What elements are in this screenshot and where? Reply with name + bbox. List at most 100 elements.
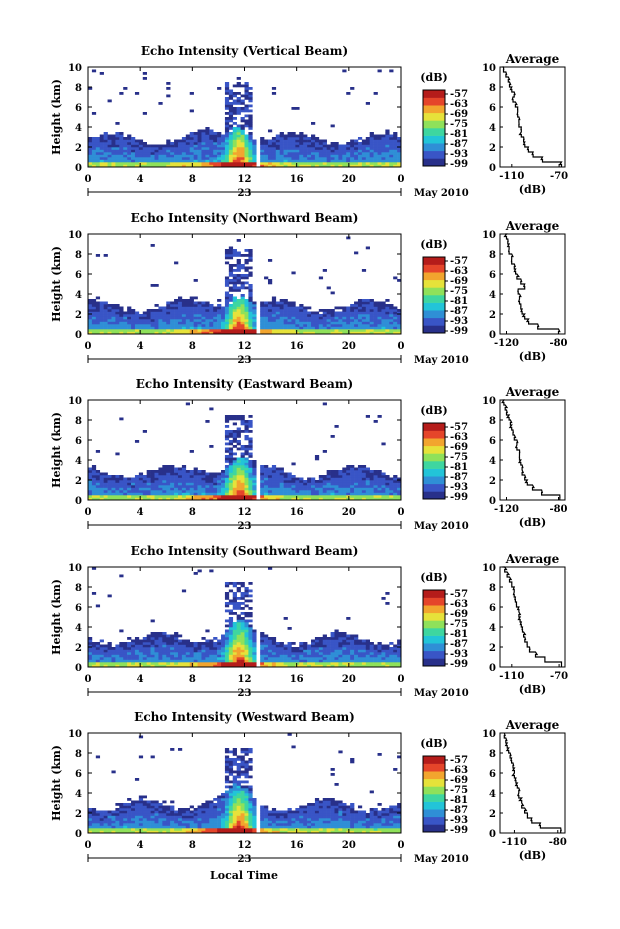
heatmap-cell [205, 800, 210, 804]
heatmap-cell [107, 329, 112, 332]
heatmap-cell [138, 331, 144, 335]
heatmap-cell [377, 159, 382, 163]
heatmap-cell [131, 480, 136, 483]
heatmap-cell [181, 306, 187, 310]
heatmap-cell [177, 647, 183, 650]
heatmap-cell [115, 820, 120, 824]
heatmap-cell [174, 490, 179, 493]
heatmap-cell [244, 460, 249, 463]
colorbar-tick-label: -69 [450, 609, 468, 620]
heatmap-cell [95, 154, 101, 158]
heatmap-cell [158, 637, 163, 640]
heatmap-cell [123, 805, 128, 809]
heatmap-cell [393, 321, 398, 325]
heatmap-cell [357, 470, 363, 473]
heatmap-cell [240, 452, 245, 456]
heatmap-cell [393, 139, 398, 143]
heatmap-cell [217, 664, 222, 668]
heatmap-cell [260, 301, 265, 305]
heatmap-cell [377, 304, 382, 307]
heatmap-cell [252, 480, 257, 483]
heatmap-cell [185, 659, 191, 663]
heatmap-cell [134, 331, 140, 335]
heatmap-cell [127, 828, 132, 831]
heatmap-cell [232, 622, 237, 625]
heatmap-cell [377, 69, 382, 73]
heatmap-cell [279, 467, 284, 471]
heatmap-cell [107, 331, 112, 335]
heatmap-cell [354, 152, 359, 155]
heatmap-cell [111, 157, 116, 160]
heatmap-cell [397, 642, 402, 645]
heatmap-cell [115, 825, 120, 829]
heatmap-cell [150, 470, 155, 473]
heatmap-cell [303, 149, 308, 153]
heatmap-cell [244, 657, 249, 660]
heatmap-cell [201, 149, 206, 153]
heatmap-cell [162, 329, 167, 332]
heatmap-cell [236, 497, 241, 501]
heatmap-cell [236, 664, 241, 668]
heatmap-cell [240, 472, 245, 476]
avg-y-tick-label: 8 [489, 250, 496, 261]
heatmap-cell [275, 490, 281, 493]
y-tick-label: 4 [75, 456, 82, 467]
avg-y-tick-label: 6 [489, 270, 496, 281]
heatmap-cell [236, 254, 241, 257]
heatmap-cell [295, 662, 300, 665]
heatmap-cell [131, 818, 136, 821]
heatmap-cell [181, 830, 187, 834]
heatmap-cell [177, 657, 183, 660]
heatmap-cell [240, 445, 245, 448]
heatmap-cell [99, 662, 104, 665]
heatmap-cell [213, 154, 218, 158]
heatmap-cell [314, 319, 320, 322]
colorbar-swatch [423, 150, 445, 159]
heatmap-cell [205, 480, 210, 483]
heatmap-cell [131, 825, 136, 829]
heatmap-cell [119, 497, 124, 501]
heatmap-cell [338, 647, 343, 650]
heatmap-cell [236, 632, 241, 635]
heatmap-cell [338, 311, 343, 315]
heatmap-cell [177, 659, 183, 663]
heatmap-cell [361, 485, 367, 488]
heatmap-cell [279, 492, 284, 496]
heatmap-cell [95, 142, 101, 145]
heatmap-cell [236, 147, 241, 150]
heatmap-cell [342, 477, 347, 481]
colorbar-tick-label: -69 [450, 442, 468, 453]
heatmap-cell [103, 815, 108, 819]
y-tick-label: 10 [68, 396, 82, 407]
heatmap-cell [221, 637, 226, 640]
heatmap-cell [322, 475, 327, 478]
heatmap-cell [170, 306, 175, 310]
heatmap-cell [162, 472, 167, 476]
heatmap-cell [314, 659, 320, 663]
heatmap-cell [115, 477, 120, 481]
heatmap-cell [201, 642, 206, 645]
heatmap-cell [158, 823, 163, 826]
heatmap-cell [287, 324, 292, 327]
heatmap-cell [224, 309, 230, 312]
heatmap-cell [240, 119, 245, 123]
heatmap-cell [213, 134, 218, 138]
heatmap-cell [397, 662, 402, 665]
heatmap-cell [150, 644, 155, 648]
heatmap-cell [193, 144, 198, 148]
heatmap-cell [88, 662, 93, 665]
heatmap-cell [299, 487, 304, 491]
heatmap-cell [131, 324, 136, 327]
heatmap-cell [357, 326, 363, 330]
heatmap-cell [377, 149, 382, 153]
heatmap-cell [138, 735, 144, 739]
heatmap-cell [311, 644, 316, 648]
heatmap-cell [103, 482, 108, 486]
x-tick-label: 20 [342, 507, 356, 518]
heatmap-cell [162, 467, 167, 471]
heatmap-cell [267, 157, 273, 160]
heatmap-cell [252, 162, 257, 165]
heatmap-cell [138, 475, 144, 478]
heatmap-cell [385, 477, 390, 481]
heatmap-cell [224, 162, 230, 165]
